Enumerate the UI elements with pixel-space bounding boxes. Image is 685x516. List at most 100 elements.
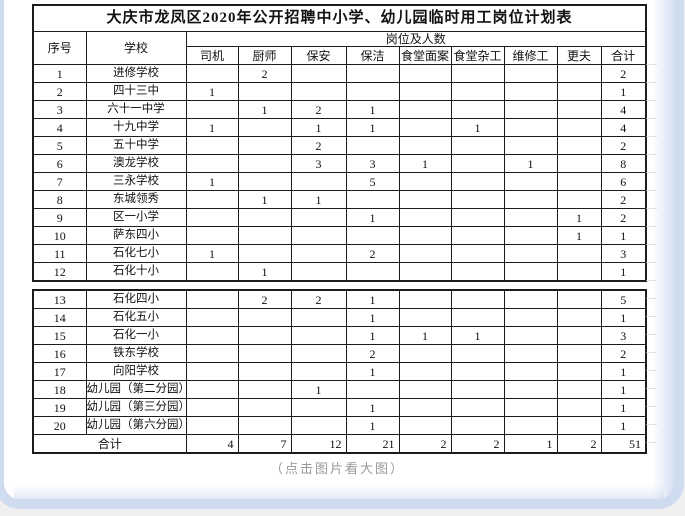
cell-index: 11 <box>32 244 87 263</box>
cell-count <box>450 190 505 209</box>
cell-count <box>503 289 558 309</box>
cell-count <box>185 154 239 173</box>
cell-count: 1 <box>398 154 452 173</box>
header-group-row: 序号 学校 岗位及人数 <box>32 31 647 65</box>
cell-school: 三永学校 <box>85 172 187 191</box>
cell-count <box>503 82 558 101</box>
table-row: 20 幼儿园（第六分园） 1 1 <box>32 416 647 435</box>
cell-count <box>185 416 239 435</box>
cell-count <box>398 398 452 417</box>
cell-count: 2 <box>600 190 647 209</box>
cell-count: 1 <box>345 416 400 435</box>
cell-count <box>503 64 558 83</box>
cell-index: 20 <box>32 416 87 435</box>
table-row: 5 五十中学 2 2 <box>32 136 647 155</box>
cell-count: 1 <box>345 100 400 119</box>
cell-count: 2 <box>600 136 647 155</box>
cell-count: 1 <box>290 190 347 209</box>
cell-count: 1 <box>185 172 239 191</box>
cell-index: 1 <box>32 64 87 83</box>
col-header-school: 学校 <box>85 31 187 65</box>
cell-count <box>450 172 505 191</box>
cell-count <box>503 118 558 137</box>
cell-count <box>290 64 347 83</box>
cell-count: 1 <box>450 118 505 137</box>
cell-count <box>237 244 292 263</box>
cell-count: 3 <box>345 154 400 173</box>
cell-count <box>450 136 505 155</box>
cell-school: 东城领秀 <box>85 190 187 209</box>
cell-school: 五十中学 <box>85 136 187 155</box>
cell-index: 16 <box>32 344 87 363</box>
cell-count <box>237 118 292 137</box>
cell-count: 4 <box>600 100 647 119</box>
cell-count <box>556 326 602 345</box>
cell-count <box>290 308 347 327</box>
cell-count <box>556 172 602 191</box>
cell-count <box>450 380 505 399</box>
cell-index: 12 <box>32 262 87 282</box>
cell-index: 7 <box>32 172 87 191</box>
cell-index: 14 <box>32 308 87 327</box>
cell-count: 1 <box>345 118 400 137</box>
cell-count: 1 <box>503 154 558 173</box>
cell-count: 2 <box>345 244 400 263</box>
cell-count <box>398 208 452 227</box>
cell-count <box>503 208 558 227</box>
cell-count: 1 <box>450 326 505 345</box>
cell-count <box>556 344 602 363</box>
cell-count <box>556 244 602 263</box>
cell-index: 5 <box>32 136 87 155</box>
cell-count <box>185 136 239 155</box>
cell-count <box>503 100 558 119</box>
cell-count <box>450 416 505 435</box>
col-header-positions-group: 岗位及人数 <box>185 31 647 47</box>
cell-count <box>290 344 347 363</box>
cell-index: 3 <box>32 100 87 119</box>
cell-count <box>450 100 505 119</box>
cell-count <box>237 398 292 417</box>
cell-count <box>556 118 602 137</box>
cell-count: 2 <box>237 64 292 83</box>
cell-count <box>450 154 505 173</box>
cell-count: 1 <box>398 326 452 345</box>
cell-count: 1 <box>290 380 347 399</box>
cell-count <box>503 136 558 155</box>
cell-count <box>503 244 558 263</box>
cell-count: 6 <box>600 172 647 191</box>
cell-count <box>398 190 452 209</box>
cell-count <box>398 64 452 83</box>
table-row: 17 向阳学校 1 1 <box>32 362 647 381</box>
cell-count <box>556 262 602 282</box>
cell-count: 2 <box>290 289 347 309</box>
cell-count: 1 <box>185 82 239 101</box>
col-header-guard: 保安 <box>290 46 347 65</box>
cell-count: 4 <box>600 118 647 137</box>
plan-table-image[interactable]: 大庆市龙凤区2020年公开招聘中小学、幼儿园临时用工岗位计划表 序号 学校 岗位… <box>32 4 647 454</box>
cell-count <box>398 380 452 399</box>
total-cleaner: 21 <box>345 434 400 454</box>
total-pastry: 2 <box>398 434 452 454</box>
cell-count <box>185 398 239 417</box>
total-kitchen-help: 2 <box>450 434 505 454</box>
cell-count: 1 <box>600 262 647 282</box>
cell-count <box>556 190 602 209</box>
table-row: 19 幼儿园（第三分园） 1 1 <box>32 398 647 417</box>
cell-count <box>556 380 602 399</box>
cell-count <box>503 326 558 345</box>
cell-index: 9 <box>32 208 87 227</box>
col-header-total: 合计 <box>600 46 647 65</box>
cell-count <box>556 289 602 309</box>
cell-count: 1 <box>237 100 292 119</box>
cell-school: 幼儿园（第二分园） <box>85 380 187 399</box>
plan-table-upper: 大庆市龙凤区2020年公开招聘中小学、幼儿园临时用工岗位计划表 序号 学校 岗位… <box>32 4 647 282</box>
table-row: 12 石化十小 1 1 <box>32 262 647 282</box>
cell-count: 1 <box>600 398 647 417</box>
cell-count: 3 <box>600 244 647 263</box>
col-header-maintenance: 维修工 <box>503 46 558 65</box>
cell-count <box>450 262 505 282</box>
cell-count <box>345 82 400 101</box>
cell-school: 六十一中学 <box>85 100 187 119</box>
cell-count: 1 <box>290 118 347 137</box>
cell-count <box>237 226 292 245</box>
